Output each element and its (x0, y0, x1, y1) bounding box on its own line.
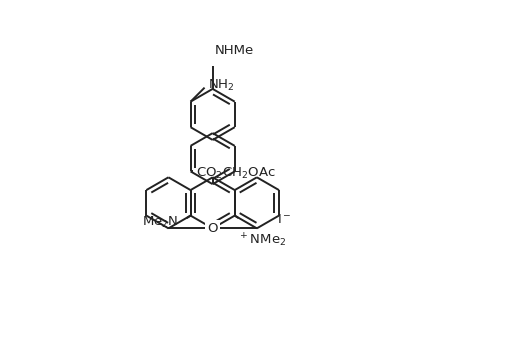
Text: I$^-$: I$^-$ (277, 213, 292, 226)
Text: NH$_2$: NH$_2$ (208, 78, 234, 93)
Text: O: O (207, 222, 218, 235)
Text: $^+$NMe$_2$: $^+$NMe$_2$ (238, 231, 287, 249)
Text: Me$_2$N: Me$_2$N (142, 215, 178, 230)
Text: CO$_2$CH$_2$OAc: CO$_2$CH$_2$OAc (196, 166, 276, 181)
Text: NHMe: NHMe (215, 44, 254, 57)
